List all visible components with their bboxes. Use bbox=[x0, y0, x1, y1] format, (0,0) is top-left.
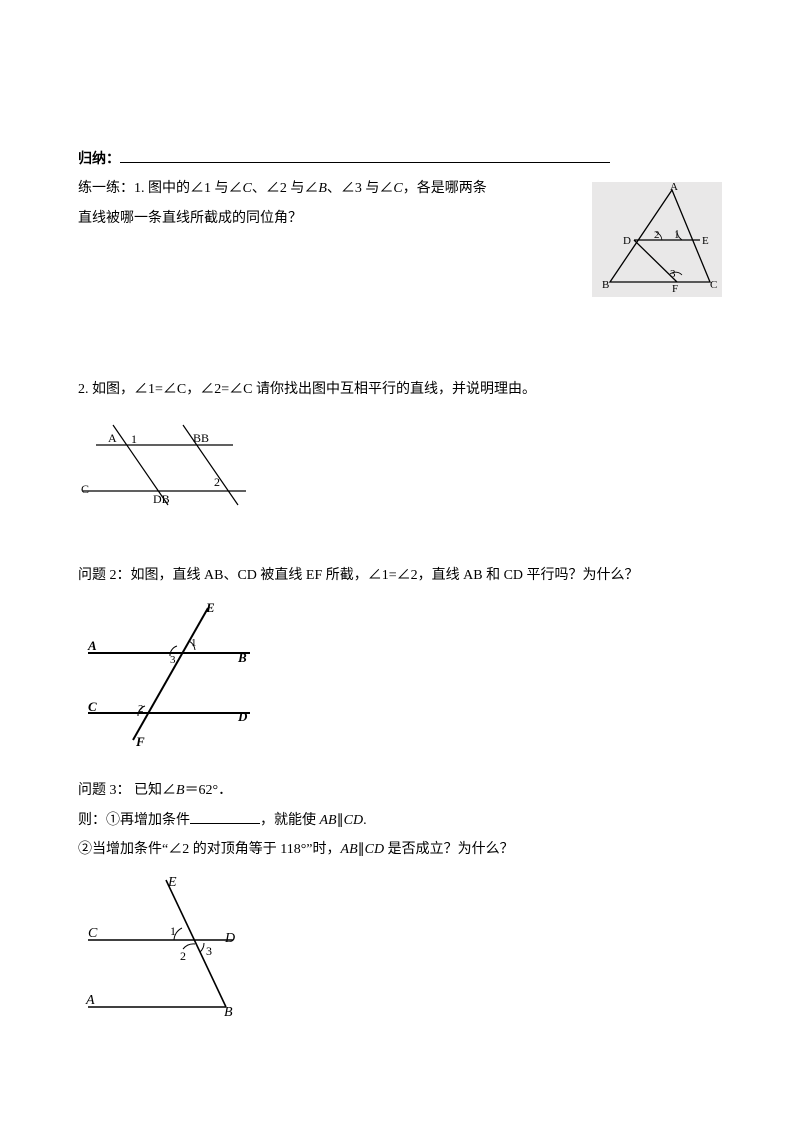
q1-label-B: B bbox=[602, 279, 609, 291]
p3-label-3: 3 bbox=[206, 944, 212, 958]
q1-label-A: A bbox=[670, 182, 678, 193]
q2-label-BB: BB bbox=[193, 431, 209, 445]
q2-label-2: 2 bbox=[214, 475, 220, 489]
p2-label-2: 2 bbox=[138, 703, 144, 715]
q1-c2: C bbox=[393, 181, 402, 196]
p3-label-2: 2 bbox=[180, 949, 186, 963]
q2-label-1: 1 bbox=[131, 432, 137, 446]
page: 归纳： 练一练：1. 图中的∠1 与∠C、∠2 与∠B、∠3 与∠C，各是哪两条… bbox=[0, 0, 800, 1080]
q2-label-DB: DB bbox=[153, 492, 170, 506]
p3-label-1: 1 bbox=[170, 924, 176, 938]
p3-l3a: ②当增加条件“∠2 的对顶角等于 118°”时， bbox=[78, 842, 341, 857]
q1-mid2: 、∠3 与∠ bbox=[327, 181, 394, 196]
q2-label-C: C bbox=[81, 482, 89, 496]
q1-prefix: 练一练：1. 图中的∠1 与∠ bbox=[78, 181, 243, 196]
p3-figure: A B C D E 1 2 3 bbox=[78, 872, 258, 1022]
p3-l1a: 问题 3： 已知∠ bbox=[78, 783, 176, 798]
p3-blank bbox=[190, 809, 260, 824]
p2-label-C: C bbox=[88, 699, 97, 714]
p3-l2d: ∥ bbox=[337, 813, 344, 828]
p3-line1: 问题 3： 已知∠B＝62°． bbox=[78, 776, 722, 805]
p3-l2a: 则：①再增加条件 bbox=[78, 813, 190, 828]
p3-l1c: ＝62°． bbox=[185, 783, 233, 798]
p2-label-F: F bbox=[135, 734, 145, 748]
q1-line1: 练一练：1. 图中的∠1 与∠C、∠2 与∠B、∠3 与∠C，各是哪两条 bbox=[78, 174, 582, 203]
p3-l3e: 是否成立？为什么？ bbox=[384, 842, 514, 857]
q1-text-block: 练一练：1. 图中的∠1 与∠C、∠2 与∠B、∠3 与∠C，各是哪两条 直线被… bbox=[78, 174, 582, 233]
p3-label-E: E bbox=[167, 875, 177, 890]
p3-line3: ②当增加条件“∠2 的对顶角等于 118°”时，AB∥CD 是否成立？为什么？ bbox=[78, 835, 722, 864]
p2-label-B: B bbox=[237, 650, 247, 665]
q2-figure: A BB C DB 1 2 bbox=[78, 413, 268, 513]
q1-label-1: 1 bbox=[674, 229, 680, 241]
p3-l2c: AB bbox=[320, 813, 337, 828]
p3-l3d: CD bbox=[365, 842, 384, 857]
q1-label-2: 2 bbox=[654, 229, 660, 241]
q1-figure: A B C D E F 1 2 3 bbox=[592, 182, 722, 297]
q1-label-F: F bbox=[672, 283, 678, 295]
p3-label-B: B bbox=[224, 1005, 233, 1020]
q1-label-3: 3 bbox=[670, 268, 676, 280]
q2-text: 2. 如图，∠1=∠C，∠2=∠C 请你找出图中互相平行的直线，并说明理由。 bbox=[78, 375, 722, 404]
p3-line2: 则：①再增加条件 ，就能使 AB∥CD. bbox=[78, 806, 722, 835]
p2-label-3: 3 bbox=[170, 654, 176, 666]
p2-label-A: A bbox=[87, 638, 97, 653]
q1-c: C bbox=[243, 181, 252, 196]
q1-line2: 直线被哪一条直线所截成的同位角？ bbox=[78, 204, 582, 233]
q1-b: B bbox=[318, 181, 327, 196]
q1-suffix: ，各是哪两条 bbox=[403, 181, 487, 196]
summary-line: 归纳： bbox=[78, 145, 722, 174]
q1-mid1: 、∠2 与∠ bbox=[252, 181, 319, 196]
p3-l2e: CD bbox=[344, 813, 363, 828]
q1-label-D: D bbox=[623, 235, 631, 247]
summary-label: 归纳： bbox=[78, 152, 120, 167]
q1-label-E: E bbox=[702, 235, 709, 247]
p3-l3c: ∥ bbox=[358, 842, 365, 857]
p2-label-E: E bbox=[205, 600, 215, 615]
p3-l2f: . bbox=[363, 813, 367, 828]
q1-label-C: C bbox=[710, 279, 717, 291]
p3-label-C: C bbox=[88, 926, 98, 941]
p3-l3b: AB bbox=[341, 842, 358, 857]
q2-label-A: A bbox=[108, 431, 117, 445]
p2-text: 问题 2：如图，直线 AB、CD 被直线 EF 所截，∠1=∠2，直线 AB 和… bbox=[78, 561, 722, 590]
p3-label-D: D bbox=[224, 931, 235, 946]
p2-figure: A B C D E F 1 2 3 bbox=[78, 598, 278, 748]
q1-row: 练一练：1. 图中的∠1 与∠C、∠2 与∠B、∠3 与∠C，各是哪两条 直线被… bbox=[78, 174, 722, 315]
p3-l1b: B bbox=[176, 783, 185, 798]
p3-l2b: ，就能使 bbox=[260, 813, 320, 828]
p2-label-D: D bbox=[237, 709, 248, 724]
p3-label-A: A bbox=[85, 993, 95, 1008]
summary-blank bbox=[120, 148, 610, 163]
p2-label-1: 1 bbox=[191, 637, 197, 649]
